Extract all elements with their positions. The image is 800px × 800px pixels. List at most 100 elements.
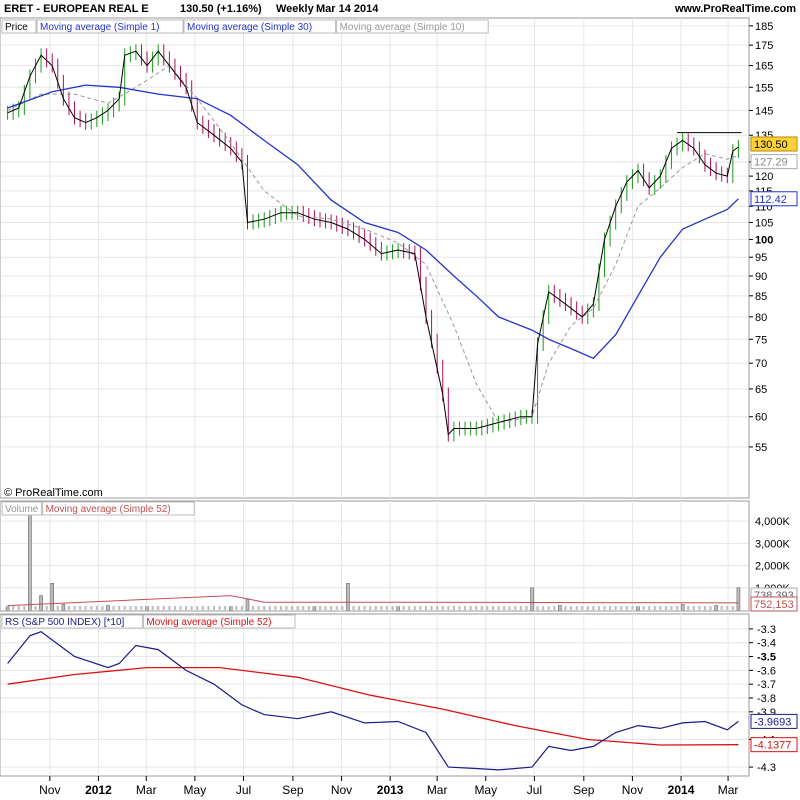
price-tick-label: 105 [755, 217, 773, 229]
volume-bar-small [319, 606, 321, 610]
volume-bar-small [28, 606, 31, 610]
legend-ma30: Moving average (Simple 30) [187, 22, 312, 33]
volume-bar-small [536, 606, 539, 610]
ma30-value-text: 112.42 [754, 194, 787, 206]
volume-bar-small [676, 606, 679, 610]
price-panel-frame [0, 17, 750, 499]
volume-bar-small [614, 606, 617, 610]
ma10-value-box [750, 154, 798, 170]
x-tick-label: Nov [39, 783, 60, 797]
volume-bar-small [464, 606, 467, 610]
x-tick-label: Sep [282, 783, 304, 797]
volume-bar-small [90, 606, 93, 610]
volume-bar-small [45, 606, 48, 610]
volume-bar-small [346, 606, 349, 610]
rs-layer [7, 631, 739, 771]
volume-bar-small [425, 606, 427, 610]
x-tick-label: Sep [573, 783, 595, 797]
volume-ma-value-text: 752,153 [754, 599, 794, 611]
rs-tick-label: -3.6 [757, 665, 776, 677]
volume-panel-frame [0, 500, 750, 612]
legend-rs-ma-box [142, 614, 296, 629]
x-tick-label: May [474, 783, 497, 797]
volume-bar-small [252, 606, 255, 610]
volume-bar-small [625, 606, 628, 610]
volume-bar-small [363, 606, 366, 610]
volume-bar-small [380, 606, 383, 610]
volume-bar-small [480, 606, 483, 610]
volume-bar-small [352, 606, 355, 610]
ticker-title: ERET - EUROPEAN REAL E [4, 3, 149, 15]
price-tick-label: 90 [755, 271, 767, 283]
volume-bar-small [224, 606, 227, 610]
ma30-value-box [750, 191, 798, 207]
rs-tick-label: -3.3 [757, 624, 776, 636]
volume-bar-small [430, 606, 433, 610]
volume-bar-small [146, 606, 149, 610]
volume-bar-small [385, 606, 388, 610]
volume-bar-small [653, 606, 656, 610]
volume-bar-small [542, 606, 545, 610]
volume-bar-small [703, 606, 706, 610]
volume-bar-small [436, 606, 439, 610]
volume-bar-small [257, 606, 260, 610]
volume-ma-value-box [750, 596, 798, 612]
volume-bar-small [547, 606, 550, 610]
ma10-value-text: 127.29 [754, 157, 788, 169]
volume-bar-small [95, 606, 98, 610]
volume-bar-small [581, 606, 584, 610]
volume-bar-small [603, 606, 606, 610]
ma30-line [7, 84, 739, 360]
volume-bar-small [642, 606, 645, 610]
ma1-line [7, 50, 739, 436]
ma30-value: 112.42 [750, 191, 798, 207]
volume-bar-small [330, 606, 333, 610]
volume-bar [28, 509, 32, 611]
volume-bar-small [358, 606, 361, 610]
rs-tick-label: -3.7 [757, 679, 776, 691]
volume-bar-small [324, 606, 327, 610]
volume-bar-small [56, 606, 59, 610]
x-tick-label: 2013 [377, 783, 404, 797]
volume-bar-small [452, 606, 455, 610]
ma10-line [7, 64, 739, 424]
rs-ma-line [7, 666, 739, 746]
price-tick-label: 100 [755, 234, 773, 246]
volume-bar-small [570, 606, 573, 610]
volume-bar-small [246, 606, 249, 610]
volume-bar-small [185, 606, 188, 610]
legend-volume-ma-box [42, 501, 195, 516]
volume-bar-small [302, 606, 305, 610]
legend-layer: Price Moving average (Simple 1) Moving ave… [1, 19, 489, 629]
legend-ma1-box [36, 19, 184, 34]
price-tick-label: 95 [755, 252, 767, 264]
price-tick-label: 185 [755, 21, 773, 33]
price-tick-label: 155 [755, 82, 773, 94]
ma10-value: 127.29 [750, 154, 798, 170]
price-value-text: 130.50 [754, 139, 788, 151]
volume-bar-small [179, 606, 182, 610]
volume-bar-small [491, 606, 494, 610]
volume-bar-small [664, 606, 667, 610]
volume-bar-small [140, 606, 143, 610]
volume-bar-small [112, 606, 115, 610]
volume-bar-small [519, 606, 522, 610]
price-value: 130.50 [750, 136, 798, 152]
volume-bar-small [190, 606, 193, 610]
legend-rs: RS (S&P 500 INDEX) [*10] [5, 617, 125, 628]
volume-bar-small [67, 606, 70, 610]
volume-bar-small [737, 606, 740, 610]
price-tick-label: 70 [755, 358, 767, 370]
volume-bar-small [458, 606, 461, 610]
rs-ma-value-box [750, 737, 798, 753]
volume-bar-small [408, 606, 411, 610]
volume-bar-small [107, 606, 109, 610]
legend-rs-ma: Moving average (Simple 52) [146, 617, 271, 628]
volume-bar-small [391, 606, 394, 610]
volume-bar-small [631, 606, 634, 610]
volume-bar-small [709, 606, 712, 610]
price-layer [7, 44, 742, 442]
rs-line [7, 631, 739, 771]
volume-bar-small [118, 606, 121, 610]
